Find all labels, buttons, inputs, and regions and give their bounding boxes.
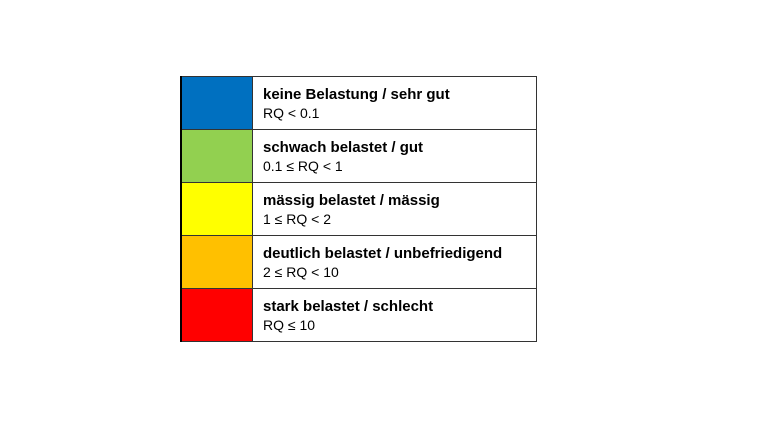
legend-range: 2 ≤ RQ < 10 [263, 263, 339, 280]
color-swatch-orange [180, 235, 253, 289]
legend-row: stark belastet / schlecht RQ ≤ 10 [180, 288, 537, 342]
legend-row: mässig belastet / mässig 1 ≤ RQ < 2 [180, 182, 537, 236]
legend-label: keine Belastung / sehr gut RQ < 0.1 [252, 76, 537, 130]
legend-row: deutlich belastet / unbefriedigend 2 ≤ R… [180, 235, 537, 289]
legend-label: deutlich belastet / unbefriedigend 2 ≤ R… [252, 235, 537, 289]
legend-label: schwach belastet / gut 0.1 ≤ RQ < 1 [252, 129, 537, 183]
color-swatch-yellow [180, 182, 253, 236]
color-swatch-green [180, 129, 253, 183]
legend-range: RQ < 0.1 [263, 104, 320, 121]
legend-row: keine Belastung / sehr gut RQ < 0.1 [180, 76, 537, 130]
color-swatch-red [180, 288, 253, 342]
legend-title: schwach belastet / gut [263, 138, 424, 156]
legend-title: keine Belastung / sehr gut [263, 85, 450, 103]
legend-label: mässig belastet / mässig 1 ≤ RQ < 2 [252, 182, 537, 236]
risk-quotient-legend-table: keine Belastung / sehr gut RQ < 0.1 schw… [180, 76, 537, 342]
legend-range: 0.1 ≤ RQ < 1 [263, 157, 343, 174]
legend-range: 1 ≤ RQ < 2 [263, 210, 331, 227]
legend-title: deutlich belastet / unbefriedigend [263, 244, 503, 262]
legend-title: mässig belastet / mässig [263, 191, 440, 209]
legend-label: stark belastet / schlecht RQ ≤ 10 [252, 288, 537, 342]
legend-row: schwach belastet / gut 0.1 ≤ RQ < 1 [180, 129, 537, 183]
legend-title: stark belastet / schlecht [263, 297, 434, 315]
legend-range: RQ ≤ 10 [263, 316, 316, 333]
color-swatch-blue [180, 76, 253, 130]
